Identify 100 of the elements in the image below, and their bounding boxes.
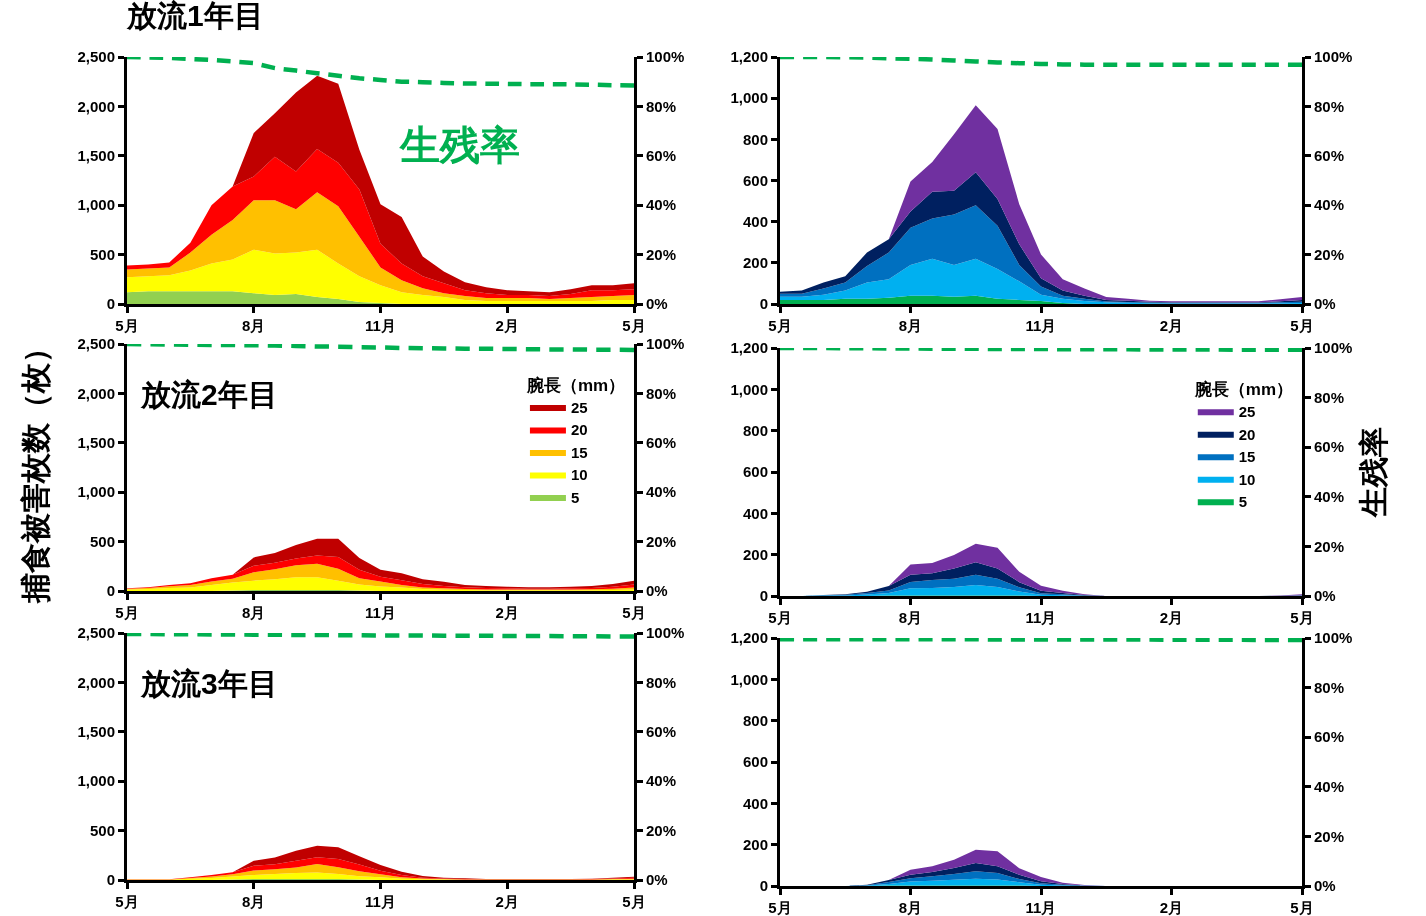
y-tick-label: 1,500 [77,147,115,165]
text: 放流2年目 [140,377,278,411]
x-tick-label: 11月 [1025,317,1057,334]
series-label: 生残率 [399,123,520,167]
y-tick-label: 1,000 [77,772,115,790]
y2-tick-label: 0% [1314,587,1336,605]
y2-tick-label: 60% [1314,438,1345,456]
y2-tick-label: 60% [1314,147,1345,165]
y2-tick-label: 100% [1314,48,1353,66]
line-series [780,57,1302,67]
y2-tick-label: 40% [646,772,677,790]
legend-title: 腕長（mm） [1193,379,1294,399]
line-series [127,57,634,88]
x-tick-label: 5月 [1290,317,1314,334]
legend-label: 10 [1238,470,1256,488]
x-tick-label: 11月 [365,893,396,910]
y2-tick-label: 40% [646,196,677,214]
legend-label: 25 [570,398,588,416]
y2-tick-label: 60% [646,723,677,741]
y2-tick-label: 60% [646,434,677,452]
x-tick-label: 2月 [495,317,519,334]
y-tick-label: 800 [742,421,768,439]
legend-label: 25 [1238,403,1256,420]
y2-tick-label: 40% [1314,488,1345,506]
y2-tick-label: 0% [646,582,668,600]
y2-tick-label: 80% [646,97,677,115]
y2-tick-label: 20% [1314,537,1345,555]
y-tick-label: 2,000 [77,97,115,115]
legend-label: 5 [1238,493,1248,510]
x-tick-label: 2月 [1159,609,1184,626]
x-tick-label: 11月 [1025,609,1057,626]
y2-tick-label: 20% [646,532,677,550]
x-tick-label: 8月 [242,317,266,334]
y-tick-label: 1,000 [730,380,768,398]
y2-tick-label: 20% [646,821,677,839]
x-tick-label: 11月 [1025,899,1057,916]
y2-tick-label: 40% [1314,778,1345,796]
y2-tick-label: 60% [646,147,677,165]
legend-label: 15 [570,443,588,461]
x-tick-label: 5月 [1290,899,1314,916]
y-tick-label: 500 [89,245,115,263]
x-tick-label: 2月 [495,604,519,621]
x-tick-label: 5月 [622,893,646,910]
y-tick-label: 1,200 [730,629,768,647]
x-tick-label: 2月 [1159,317,1184,334]
x-tick-label: 8月 [898,899,923,916]
y2-tick-label: 80% [1314,678,1345,696]
y2-tick-label: 100% [1314,339,1353,357]
y-tick-label: 800 [742,130,768,148]
x-tick-label: 8月 [898,609,923,626]
y2-tick-label: 20% [1314,245,1345,263]
legend-label: 20 [1238,425,1256,443]
y2-tick-label: 0% [1314,877,1336,895]
y-tick-label: 1,000 [730,89,768,107]
y2-tick-label: 60% [1314,728,1345,746]
x-tick-label: 5月 [115,317,139,334]
y2-tick-label: 80% [1314,388,1345,406]
x-tick-label: 8月 [898,317,923,334]
y-tick-label: 0 [759,877,768,895]
y-tick-label: 600 [742,463,768,481]
x-tick-label: 2月 [495,893,519,910]
x-tick-label: 5月 [622,317,646,334]
y-tick-label: 400 [742,794,768,812]
legend-label: 20 [570,421,588,439]
y-tick-label: 400 [742,504,768,522]
y-tick-label: 500 [89,532,115,550]
y2-tick-label: 80% [1314,97,1345,115]
y2-tick-label: 20% [646,245,677,263]
y-tick-label: 500 [89,821,115,839]
x-tick-label: 5月 [115,893,139,910]
y2-tick-label: 80% [646,384,677,402]
y2-tick-label: 0% [1314,295,1336,313]
y-tick-label: 2,000 [77,384,115,402]
y2-axis-title: 生残率 [1356,427,1390,518]
y-tick-label: 2,500 [77,48,115,66]
x-tick-label: 2月 [1159,899,1184,916]
y2-tick-label: 100% [646,335,685,353]
x-tick-label: 5月 [768,317,792,334]
y-tick-label: 600 [742,171,768,189]
y2-tick-label: 100% [646,48,685,66]
text: 放流3年目 [140,666,278,700]
y-tick-label: 1,200 [730,48,768,66]
x-tick-label: 5月 [115,604,139,621]
y-axis-title: 捕食被害枚数（枚） [19,332,53,604]
x-tick-label: 11月 [365,317,396,334]
y-tick-label: 2,500 [77,624,115,642]
y2-tick-label: 100% [646,624,685,642]
y2-tick-label: 40% [1314,196,1345,214]
y-tick-label: 1,000 [730,670,768,688]
x-tick-label: 5月 [768,609,792,626]
y-tick-label: 0 [759,587,768,605]
y2-tick-label: 80% [646,673,677,691]
y-tick-label: 0 [759,295,768,313]
y-tick-label: 200 [742,835,768,853]
legend-label: 5 [570,488,580,506]
x-tick-label: 5月 [768,899,792,916]
y-tick-label: 0 [106,582,115,600]
y2-tick-label: 100% [1314,629,1353,647]
y-tick-label: 2,500 [77,335,115,353]
x-tick-label: 5月 [1290,609,1314,626]
